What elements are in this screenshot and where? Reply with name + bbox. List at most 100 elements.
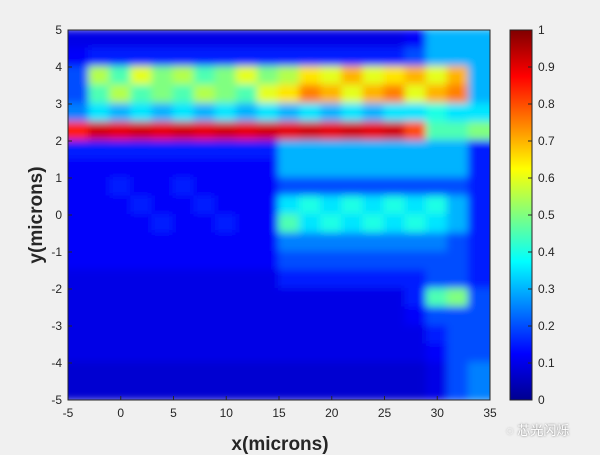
heatmap-cell [88, 30, 112, 50]
heatmap-cell [172, 47, 196, 68]
heatmap-cell [130, 306, 154, 327]
heatmap-cell [278, 47, 302, 68]
heatmap-cell [383, 269, 407, 290]
heatmap-cell [383, 251, 407, 272]
heatmap-cell [446, 288, 470, 309]
heatmap-cell [235, 30, 259, 50]
heatmap-cell [235, 140, 259, 161]
heatmap-cell [425, 362, 449, 383]
heatmap-cell [446, 140, 470, 161]
heatmap-cell [235, 66, 259, 87]
heatmap-cell [404, 47, 428, 68]
heatmap-cell [214, 177, 238, 198]
heatmap-cell [320, 30, 344, 50]
heatmap-cell [299, 30, 323, 50]
heatmap-cell [68, 232, 91, 253]
heatmap-cell [109, 288, 133, 309]
colorbar-tick-label: 0.9 [538, 60, 555, 74]
heatmap-cell [341, 325, 365, 346]
heatmap-cell [235, 269, 259, 290]
heatmap-cell [362, 306, 386, 327]
heatmap-cell [404, 325, 428, 346]
heatmap-cell [446, 306, 470, 327]
wechat-icon: ◌ [506, 423, 514, 438]
heatmap-cell [467, 325, 490, 346]
heatmap-cell [130, 232, 154, 253]
heatmap-cell [214, 140, 238, 161]
heatmap-cell [404, 30, 428, 50]
heatmap-cell [193, 362, 217, 383]
heatmap-cell [235, 251, 259, 272]
heatmap-cell [362, 30, 386, 50]
heatmap-cell [404, 269, 428, 290]
heatmap-cell [362, 232, 386, 253]
heatmap-cell [256, 84, 280, 105]
heatmap-cell [88, 177, 112, 198]
colorbar-tick-label: 0.2 [538, 319, 555, 333]
heatmap-cell [172, 84, 196, 105]
colorbar-tick-label: 1 [538, 23, 545, 37]
heatmap-cell [256, 232, 280, 253]
heatmap-cell [193, 251, 217, 272]
heatmap-cell [193, 158, 217, 179]
heatmap-cell [320, 47, 344, 68]
heatmap-cell [151, 103, 175, 124]
heatmap-cell [362, 251, 386, 272]
heatmap-cell [109, 362, 133, 383]
heatmap-cell [383, 380, 407, 400]
heatmap-cell [383, 158, 407, 179]
colorbar-tick-label: 0.7 [538, 134, 555, 148]
heatmap-cell [68, 158, 91, 179]
heatmap-cell [383, 343, 407, 364]
heatmap-cell [383, 121, 407, 142]
heatmap-cell [320, 84, 344, 105]
heatmap-cell [235, 121, 259, 142]
heatmap-cell [404, 103, 428, 124]
heatmap-cell [362, 288, 386, 309]
heatmap-cell [425, 84, 449, 105]
heatmap-cell [278, 232, 302, 253]
heatmap-cell [341, 288, 365, 309]
heatmap-cell [383, 140, 407, 161]
y-tick-label: -5 [51, 393, 62, 407]
heatmap-cell [214, 66, 238, 87]
heatmap-cell [320, 177, 344, 198]
heatmap-cell [235, 158, 259, 179]
heatmap-cell [193, 288, 217, 309]
heatmap-cell [88, 232, 112, 253]
y-tick-label: 4 [55, 60, 62, 74]
y-tick-label: -3 [51, 319, 62, 333]
heatmap-cell [446, 343, 470, 364]
heatmap-cell [446, 325, 470, 346]
heatmap-cell [88, 214, 112, 235]
heatmap-cell [278, 380, 302, 400]
heatmap-cell [404, 380, 428, 400]
heatmap-cell [130, 288, 154, 309]
heatmap-cell [467, 30, 490, 50]
heatmap-cell [383, 84, 407, 105]
heatmap-cell [256, 47, 280, 68]
heatmap-cell [109, 158, 133, 179]
heatmap-cell [383, 30, 407, 50]
heatmap-cell [193, 269, 217, 290]
heatmap-cell [320, 288, 344, 309]
heatmap-cell [278, 158, 302, 179]
heatmap-cell [446, 362, 470, 383]
heatmap-cell [278, 325, 302, 346]
heatmap-cell [425, 269, 449, 290]
heatmap-cell [88, 269, 112, 290]
heatmap-cell [256, 195, 280, 216]
heatmap-cell [383, 362, 407, 383]
heatmap-cell [362, 103, 386, 124]
heatmap-cell [425, 232, 449, 253]
heatmap-cell [193, 343, 217, 364]
heatmap-cell [404, 214, 428, 235]
heatmap-cell [278, 269, 302, 290]
heatmap-cell [341, 362, 365, 383]
heatmap-cell [235, 177, 259, 198]
heatmap-cell [235, 325, 259, 346]
heatmap-cell [383, 195, 407, 216]
heatmap-cell [214, 84, 238, 105]
heatmap-cell [172, 103, 196, 124]
heatmap-cell [278, 140, 302, 161]
